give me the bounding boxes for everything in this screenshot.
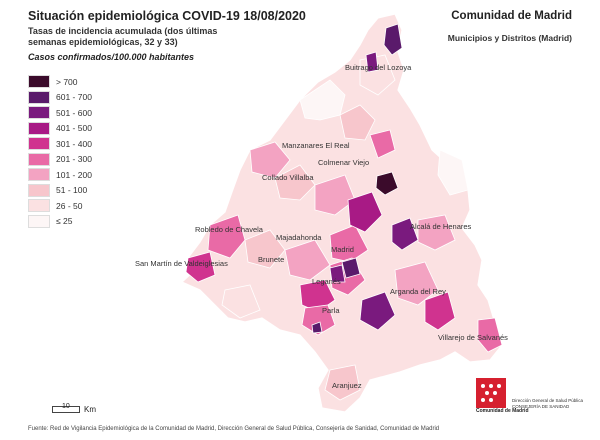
source-note: Fuente: Red de Vigilancia Epidemiológica… bbox=[28, 426, 440, 432]
legend-label: 401 - 500 bbox=[56, 123, 92, 134]
organization: Dirección General de Salud Pública CONSE… bbox=[512, 398, 583, 410]
scale-box: 10 bbox=[52, 403, 80, 413]
legend-item: 401 - 500 bbox=[28, 121, 92, 137]
map-subtitle: Tasas de incidencia acumulada (dos últim… bbox=[28, 26, 218, 47]
legend-label: 601 - 700 bbox=[56, 92, 92, 103]
legend-swatch bbox=[28, 168, 50, 182]
legend-item: 601 - 700 bbox=[28, 90, 92, 106]
label-alcala: Alcalá de Henares bbox=[410, 222, 472, 231]
map-units: Casos confirmados/100.000 habitantes bbox=[28, 52, 195, 62]
map-labels: Buitrago del Lozoya Manzanares El Real C… bbox=[135, 63, 508, 390]
map-regions bbox=[180, 13, 503, 413]
logo-text: Comunidad de Madrid bbox=[476, 408, 529, 414]
scale-unit: Km bbox=[84, 405, 96, 414]
legend-item: 501 - 600 bbox=[28, 105, 92, 121]
label-san-martin: San Martín de Valdeiglesias bbox=[135, 259, 228, 268]
legend-label: 501 - 600 bbox=[56, 107, 92, 118]
legend-label: ≤ 25 bbox=[56, 216, 73, 227]
label-manzanares: Manzanares El Real bbox=[282, 141, 350, 150]
region-outline bbox=[180, 13, 503, 413]
legend-swatch bbox=[28, 75, 50, 89]
label-robledo: Robledo de Chavela bbox=[195, 225, 264, 234]
legend-swatch bbox=[28, 199, 50, 213]
legend-item: 101 - 200 bbox=[28, 167, 92, 183]
org-line-1: Dirección General de Salud Pública bbox=[512, 398, 584, 403]
label-collado: Collado Villalba bbox=[262, 173, 314, 182]
legend-label: > 700 bbox=[56, 76, 78, 87]
label-arganda: Arganda del Rey bbox=[390, 287, 446, 296]
legend-swatch bbox=[28, 90, 50, 104]
org-line-2: CONSEJERÍA DE SANIDAD bbox=[512, 404, 570, 409]
legend-item: 301 - 400 bbox=[28, 136, 92, 152]
label-aranjuez: Aranjuez bbox=[332, 381, 362, 390]
label-colmenar: Colmenar Viejo bbox=[318, 158, 369, 167]
legend-item: 51 - 100 bbox=[28, 183, 92, 199]
legend-item: 26 - 50 bbox=[28, 198, 92, 214]
legend-label: 101 - 200 bbox=[56, 169, 92, 180]
legend-item: 201 - 300 bbox=[28, 152, 92, 168]
legend-label: 301 - 400 bbox=[56, 138, 92, 149]
legend-swatch bbox=[28, 183, 50, 197]
legend-label: 26 - 50 bbox=[56, 200, 83, 211]
legend-swatch bbox=[28, 214, 50, 228]
scale-bar: 10 Km bbox=[52, 403, 96, 414]
legend-swatch bbox=[28, 106, 50, 120]
label-villarejo: Villarejo de Salvanés bbox=[438, 333, 508, 342]
legend-swatch bbox=[28, 152, 50, 166]
scale-value: 10 bbox=[62, 403, 70, 410]
legend-label: 51 - 100 bbox=[56, 185, 88, 196]
madrid-logo bbox=[476, 378, 506, 408]
region-subtitle: Municipios y Distritos (Madrid) bbox=[447, 33, 572, 43]
legend: > 700 601 - 700 501 - 600 401 - 500 301 - 40… bbox=[28, 74, 92, 229]
label-parla: Parla bbox=[322, 306, 340, 315]
legend-label: 201 - 300 bbox=[56, 154, 92, 165]
label-majadahonda: Majadahonda bbox=[276, 233, 322, 242]
label-buitrago: Buitrago del Lozoya bbox=[345, 63, 412, 72]
label-brunete: Brunete bbox=[258, 255, 284, 264]
legend-item: ≤ 25 bbox=[28, 214, 92, 230]
legend-item: > 700 bbox=[28, 74, 92, 90]
legend-swatch bbox=[28, 121, 50, 135]
label-madrid: Madrid bbox=[331, 245, 354, 254]
legend-swatch bbox=[28, 137, 50, 151]
region-title: Comunidad de Madrid bbox=[451, 10, 572, 22]
map-title: Situación epidemiológica COVID-19 18/08/… bbox=[28, 9, 306, 23]
label-leganes: Leganés bbox=[312, 277, 341, 286]
